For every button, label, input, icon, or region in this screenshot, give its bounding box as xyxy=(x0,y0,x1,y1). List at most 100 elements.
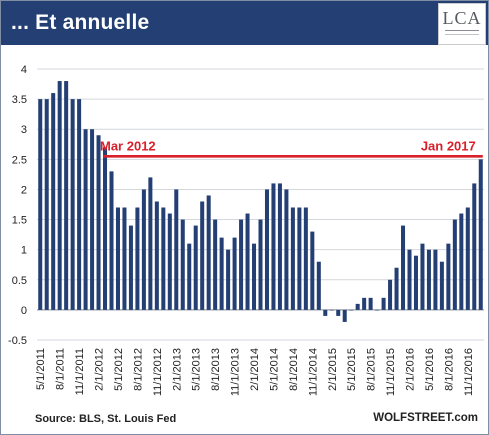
bar xyxy=(103,147,108,310)
lca-logo: LCA xyxy=(438,3,486,45)
bar xyxy=(193,225,198,310)
x-tick-label: 11/1/2016 xyxy=(463,348,475,396)
x-tick-label: 8/1/2011 xyxy=(55,348,67,390)
bar xyxy=(433,249,438,310)
bar xyxy=(401,225,406,310)
bar xyxy=(200,201,205,310)
bar xyxy=(206,195,211,310)
bar xyxy=(174,189,179,310)
bar xyxy=(446,243,451,310)
x-tick-label: 8/1/2012 xyxy=(132,348,144,391)
bar xyxy=(375,309,380,311)
bar xyxy=(413,255,418,310)
y-tick-label: 2 xyxy=(21,184,27,196)
bar xyxy=(109,171,114,310)
bar xyxy=(232,237,237,310)
x-tick-label: 5/1/2014 xyxy=(268,348,280,391)
bar xyxy=(90,129,95,310)
y-tick-label: 2.5 xyxy=(12,154,27,166)
x-tick-label: 2/1/2013 xyxy=(171,348,183,391)
logo-rule-secondary xyxy=(445,34,479,35)
bar xyxy=(323,309,328,316)
x-tick-label: 2/1/2016 xyxy=(405,348,417,391)
x-tick-label: 8/1/2016 xyxy=(443,348,455,391)
y-tick-label: 0.5 xyxy=(12,275,27,287)
bar xyxy=(64,81,69,310)
bar xyxy=(252,243,257,310)
bar xyxy=(148,177,153,310)
bar xyxy=(342,309,347,322)
bar xyxy=(478,159,483,310)
bar xyxy=(452,219,457,310)
x-tick-label: 2/1/2015 xyxy=(327,348,339,391)
y-tick-label: 0 xyxy=(21,305,27,317)
bar xyxy=(459,213,464,310)
lca-logo-text: LCA xyxy=(442,8,482,28)
logo-rule xyxy=(445,30,479,31)
y-tick-label: 3.5 xyxy=(12,94,27,106)
bar xyxy=(264,189,269,310)
bar xyxy=(115,207,120,310)
x-tick-label: 5/1/2016 xyxy=(424,348,436,391)
bar xyxy=(57,81,62,310)
chart-title: ... Et annuelle xyxy=(11,11,150,34)
bar xyxy=(310,231,315,310)
bar xyxy=(439,261,444,310)
bar xyxy=(472,183,477,310)
bar xyxy=(44,99,49,310)
x-tick-label: 2/1/2014 xyxy=(249,348,261,391)
bar xyxy=(77,99,82,310)
bar xyxy=(465,207,470,310)
bar xyxy=(122,207,127,310)
bar xyxy=(336,309,341,316)
bar xyxy=(303,207,308,310)
bar xyxy=(381,297,386,310)
bar xyxy=(362,297,367,310)
bar xyxy=(245,213,250,310)
bar xyxy=(277,183,282,310)
x-tick-label: 8/1/2014 xyxy=(288,348,300,391)
bar xyxy=(154,201,159,310)
bar xyxy=(141,189,146,310)
bar xyxy=(316,261,321,310)
site-credit: WOLFSTREET.com xyxy=(373,412,478,424)
bar xyxy=(187,243,192,310)
x-tick-label: 5/1/2012 xyxy=(113,348,125,391)
y-tick-label: 4 xyxy=(21,64,27,76)
bar xyxy=(83,129,88,310)
x-tick-label: 8/1/2015 xyxy=(366,348,378,391)
bar xyxy=(355,303,360,310)
bar xyxy=(226,249,231,310)
bar xyxy=(297,207,302,310)
bar-chart: 4 3.5 3 2.5 2 1.5 1 0.5 0 -0.5 5/1/2011 8/1/2011 11/… xyxy=(8,64,484,396)
source-note: Source: BLS, St. Louis Fed xyxy=(35,413,177,425)
reference-label-start: Mar 2012 xyxy=(100,138,156,153)
bar xyxy=(426,249,431,310)
bar xyxy=(219,237,224,310)
x-tick-label: 5/1/2011 xyxy=(35,348,47,390)
bar xyxy=(407,249,412,310)
x-tick-label: 2/1/2012 xyxy=(94,348,106,391)
bar xyxy=(349,309,354,311)
bar xyxy=(135,207,140,310)
bar xyxy=(394,267,399,310)
bar xyxy=(70,99,75,310)
x-tick-label: 5/1/2013 xyxy=(191,348,203,391)
bar xyxy=(271,183,276,310)
reference-label-end: Jan 2017 xyxy=(421,138,476,153)
bar xyxy=(239,219,244,310)
bar xyxy=(161,207,166,310)
bar xyxy=(38,99,43,310)
bar xyxy=(284,189,289,310)
y-tick-label: 3 xyxy=(21,124,27,136)
bar xyxy=(420,243,425,310)
x-tick-label: 11/1/2011 xyxy=(74,348,86,395)
bar xyxy=(180,219,185,310)
bar xyxy=(368,297,373,310)
bar xyxy=(213,219,218,310)
x-tick-label: 11/1/2015 xyxy=(385,348,397,396)
y-tick-label: -0.5 xyxy=(8,335,27,347)
x-tick-label: 11/1/2014 xyxy=(307,348,319,396)
x-tick-label: 11/1/2012 xyxy=(152,348,164,396)
